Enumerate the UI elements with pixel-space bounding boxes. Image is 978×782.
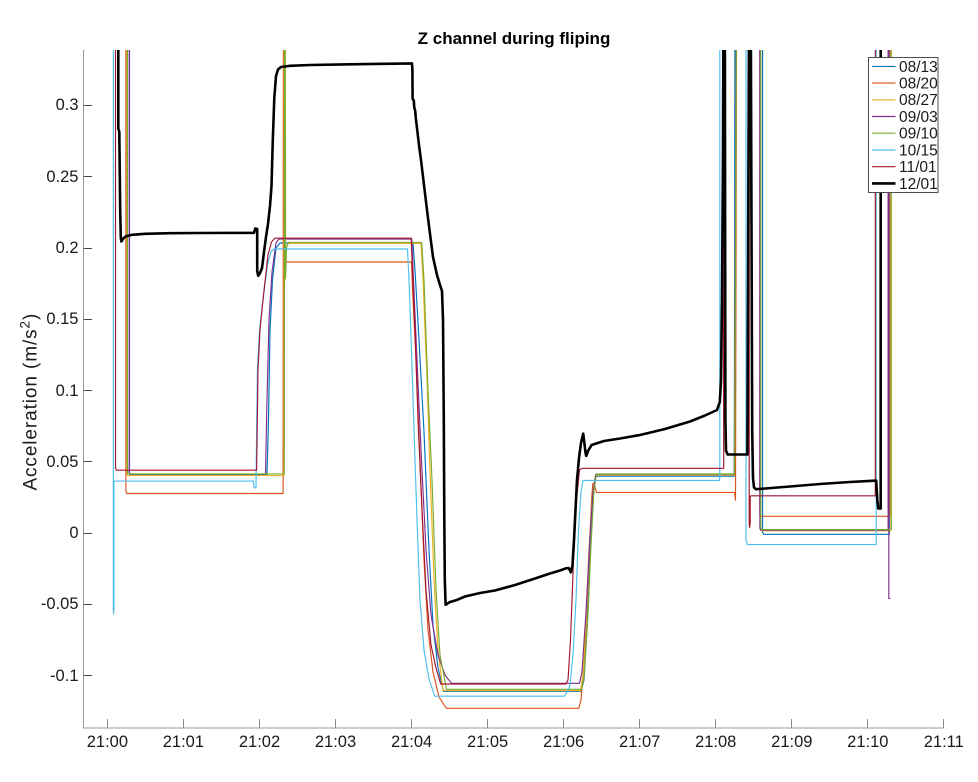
svg-text:12/01: 12/01 (899, 176, 938, 193)
svg-text:09/03: 09/03 (899, 109, 938, 126)
svg-text:09/10: 09/10 (899, 126, 938, 143)
svg-text:10/15: 10/15 (899, 142, 938, 159)
svg-text:11/01: 11/01 (899, 159, 937, 176)
svg-text:08/20: 08/20 (899, 76, 938, 93)
svg-text:08/27: 08/27 (899, 92, 938, 109)
svg-text:08/13: 08/13 (899, 59, 938, 76)
